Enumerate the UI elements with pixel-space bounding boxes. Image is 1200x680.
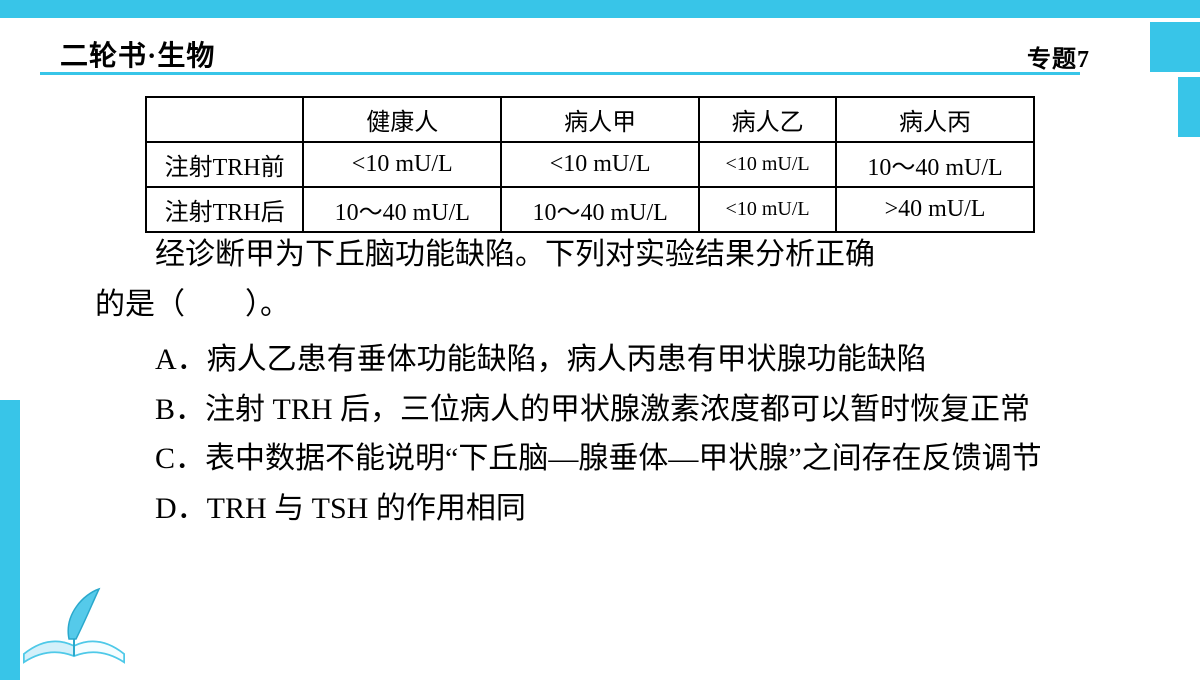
table-header-cell: 病人乙	[699, 97, 836, 142]
open-book-quill-icon	[14, 584, 134, 674]
header: 二轮书·生物 专题7	[60, 34, 1160, 74]
question-stem: 经诊断甲为下丘脑功能缺陷。下列对实验结果分析正确 的是（ ）。	[95, 230, 1100, 329]
stem-text: 的是（ ）。	[95, 288, 290, 321]
table-cell: >40 mU/L	[836, 187, 1034, 232]
table-row: 注射TRH前 <10 mU/L <10 mU/L <10 mU/L 10～40 …	[146, 142, 1034, 187]
option-a: A． 病人乙患有垂体功能缺陷，病人丙患有甲状腺功能缺陷	[155, 335, 1100, 385]
table-cell: <10 mU/L	[699, 142, 836, 187]
table-header-cell: 病人甲	[501, 97, 699, 142]
table-header-cell: 病人丙	[836, 97, 1034, 142]
header-underline	[40, 72, 1080, 75]
table-cell: 10～40 mU/L	[501, 187, 699, 232]
table-header-cell: 健康人	[303, 97, 501, 142]
corner-decoration	[1130, 22, 1200, 142]
data-table: 健康人 病人甲 病人乙 病人丙 注射TRH前 <10 mU/L <10 mU/L…	[145, 96, 1035, 233]
option-letter: C．	[155, 434, 205, 484]
question-block: 经诊断甲为下丘脑功能缺陷。下列对实验结果分析正确 的是（ ）。 A． 病人乙患有…	[95, 230, 1100, 533]
table-header-cell	[146, 97, 303, 142]
option-c: C． 表中数据不能说明“下丘脑—腺垂体—甲状腺”之间存在反馈调节	[155, 434, 1100, 484]
option-letter: B．	[155, 385, 205, 435]
option-letter: A．	[155, 335, 207, 385]
table-cell-text: <10 mU/L	[706, 199, 829, 220]
stem-text: 经诊断甲为下丘脑功能缺陷。下列对实验结果分析正确	[155, 238, 875, 271]
row-label: 注射TRH后	[146, 187, 303, 232]
option-b: B． 注射 TRH 后，三位病人的甲状腺激素浓度都可以暂时恢复正常	[155, 385, 1100, 435]
topic-label: 专题7	[1027, 39, 1090, 74]
table-row: 注射TRH后 10～40 mU/L 10～40 mU/L <10 mU/L >4…	[146, 187, 1034, 232]
table-header-row: 健康人 病人甲 病人乙 病人丙	[146, 97, 1034, 142]
option-letter: D．	[155, 484, 207, 534]
table-cell: 10～40 mU/L	[836, 142, 1034, 187]
option-text: 表中数据不能说明“下丘脑—腺垂体—甲状腺”之间存在反馈调节	[205, 434, 1100, 484]
option-d: D． TRH 与 TSH 的作用相同	[155, 484, 1100, 534]
table-cell: 10～40 mU/L	[303, 187, 501, 232]
options-list: A． 病人乙患有垂体功能缺陷，病人丙患有甲状腺功能缺陷 B． 注射 TRH 后，…	[95, 335, 1100, 533]
option-text: 注射 TRH 后，三位病人的甲状腺激素浓度都可以暂时恢复正常	[205, 385, 1100, 435]
table-cell-text: <10 mU/L	[706, 154, 829, 175]
top-accent-bar	[0, 0, 1200, 18]
book-title: 二轮书·生物	[60, 34, 215, 74]
table-cell: <10 mU/L	[501, 142, 699, 187]
option-text: 病人乙患有垂体功能缺陷，病人丙患有甲状腺功能缺陷	[207, 335, 1100, 385]
table-cell: <10 mU/L	[699, 187, 836, 232]
table-cell: <10 mU/L	[303, 142, 501, 187]
option-text: TRH 与 TSH 的作用相同	[207, 484, 1100, 534]
row-label: 注射TRH前	[146, 142, 303, 187]
